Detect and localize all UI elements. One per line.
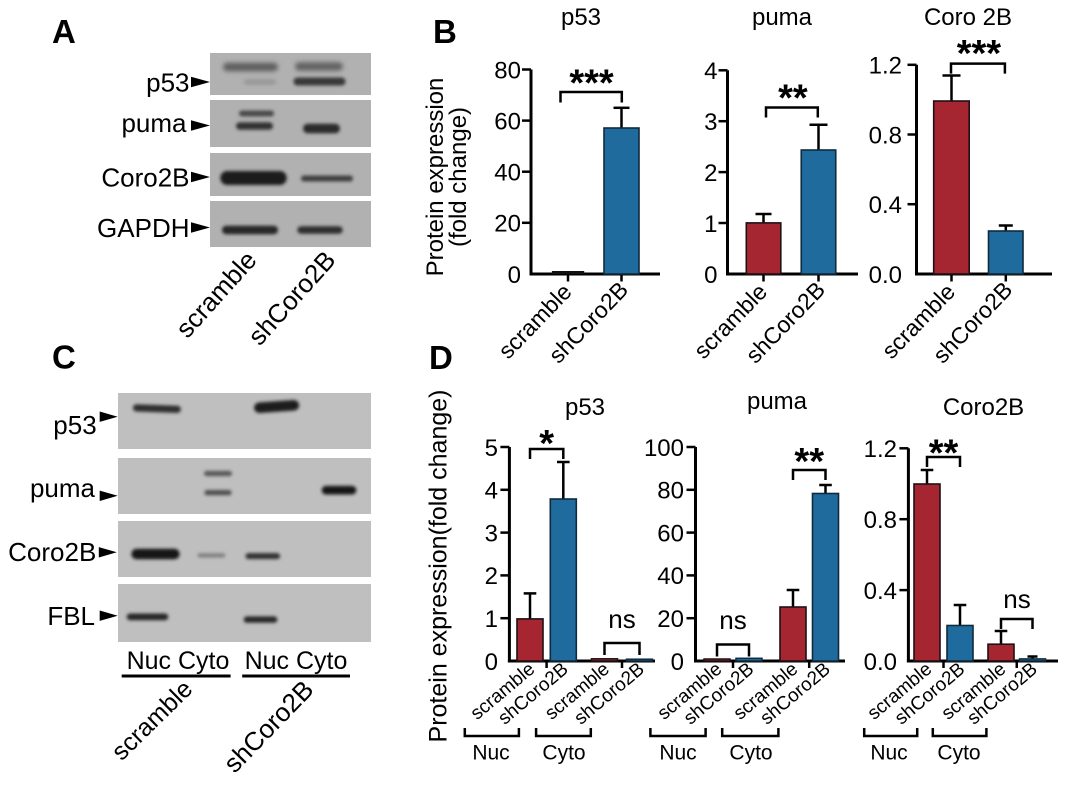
svg-text:**: ** [929, 433, 959, 475]
svg-text:0.8: 0.8 [869, 122, 902, 149]
svg-text:0.0: 0.0 [864, 649, 897, 676]
svg-text:4: 4 [485, 478, 498, 505]
svg-text:Cyto: Cyto [542, 742, 585, 765]
svg-text:p53: p53 [53, 410, 96, 440]
svg-text:2: 2 [704, 160, 717, 187]
svg-text:Coro2B: Coro2B [8, 537, 96, 567]
svg-text:0: 0 [508, 262, 521, 289]
svg-text:0.4: 0.4 [869, 192, 902, 219]
svg-text:B: B [433, 13, 457, 50]
svg-text:2: 2 [485, 563, 498, 590]
svg-text:0.4: 0.4 [864, 578, 897, 605]
svg-text:Protein expression(fold change: Protein expression(fold change) [425, 390, 453, 743]
svg-text:**: ** [794, 441, 824, 483]
svg-text:***: *** [569, 63, 614, 105]
svg-text:Nuc: Nuc [659, 742, 696, 765]
svg-text:0: 0 [671, 649, 684, 676]
svg-text:1: 1 [485, 606, 498, 633]
svg-text:A: A [52, 13, 76, 50]
svg-text:1.2: 1.2 [869, 53, 902, 80]
svg-text:***: *** [957, 33, 1002, 75]
svg-text:ns: ns [719, 605, 746, 635]
svg-text:0.8: 0.8 [864, 507, 897, 534]
svg-text:80: 80 [494, 57, 521, 84]
svg-text:ns: ns [1003, 584, 1030, 614]
svg-text:C: C [52, 339, 76, 376]
svg-text:40: 40 [494, 159, 521, 186]
svg-text:Nuc Cyto: Nuc Cyto [127, 647, 230, 675]
svg-text:3: 3 [485, 520, 498, 547]
svg-text:3: 3 [704, 109, 717, 136]
svg-text:0: 0 [704, 262, 717, 289]
svg-text:100: 100 [644, 435, 684, 462]
svg-text:Nuc Cyto: Nuc Cyto [245, 647, 348, 675]
svg-text:20: 20 [494, 211, 521, 238]
svg-text:60: 60 [657, 520, 684, 547]
svg-text:Nuc: Nuc [870, 742, 907, 765]
svg-text:FBL: FBL [47, 601, 95, 631]
svg-text:1.2: 1.2 [864, 436, 897, 463]
svg-text:*: * [539, 423, 554, 465]
svg-text:puma: puma [752, 4, 813, 31]
svg-text:puma: puma [30, 473, 96, 503]
svg-text:Coro2B: Coro2B [943, 394, 1024, 421]
svg-text:Coro 2B: Coro 2B [924, 4, 1012, 31]
svg-text:60: 60 [494, 108, 521, 135]
svg-text:p53: p53 [565, 394, 605, 421]
svg-text:80: 80 [657, 478, 684, 505]
svg-text:5: 5 [485, 435, 498, 462]
svg-text:1: 1 [704, 211, 717, 238]
svg-text:(fold change): (fold change) [445, 107, 472, 247]
svg-text:puma: puma [747, 388, 808, 415]
svg-text:0: 0 [485, 649, 498, 676]
svg-text:40: 40 [657, 563, 684, 590]
svg-text:p53: p53 [561, 4, 601, 31]
svg-text:Cyto: Cyto [729, 742, 772, 765]
svg-text:Cyto: Cyto [937, 742, 980, 765]
svg-text:ns: ns [608, 604, 635, 634]
svg-text:D: D [429, 339, 453, 376]
svg-text:20: 20 [657, 606, 684, 633]
svg-text:p53: p53 [146, 68, 189, 98]
svg-text:Protein expression: Protein expression [422, 78, 449, 277]
svg-text:puma: puma [121, 108, 187, 138]
svg-text:Nuc: Nuc [472, 742, 509, 765]
svg-text:GAPDH: GAPDH [97, 213, 189, 243]
svg-text:0.0: 0.0 [869, 262, 902, 289]
svg-text:4: 4 [704, 58, 717, 85]
svg-text:**: ** [778, 78, 808, 120]
svg-text:Coro2B: Coro2B [101, 163, 189, 193]
